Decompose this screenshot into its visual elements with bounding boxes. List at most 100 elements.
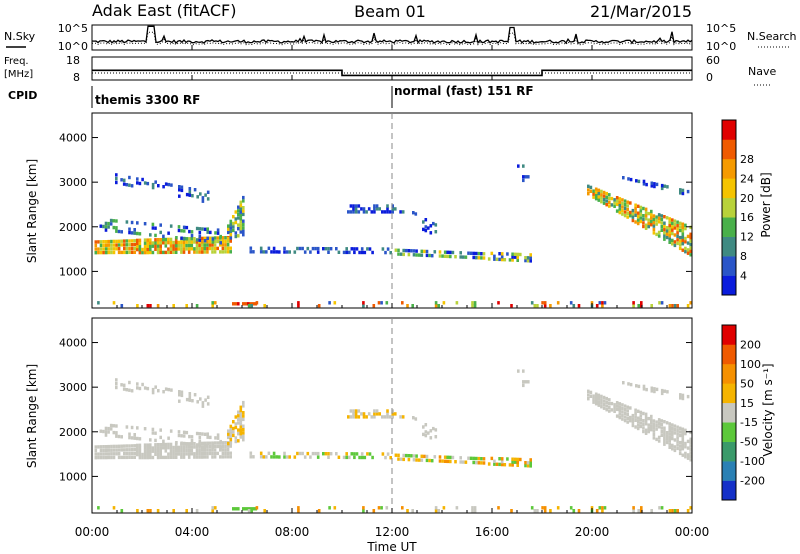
velocity-cell [239,422,243,426]
power-cell [123,250,126,255]
power-cell [467,251,470,255]
velocity-cell [454,460,457,464]
power-cell [621,212,624,216]
velocity-cell [275,455,278,459]
velocity-cell [681,434,685,438]
velocity-cell [190,452,194,456]
velocity-cell [636,409,640,413]
power-cell [684,223,687,227]
velocity-cell [136,509,139,513]
velocity-cell [686,456,690,460]
power-cell [224,250,227,254]
velocity-cell [427,431,430,435]
freq-label-line2: [MHz] [4,69,33,80]
power-cell [386,204,389,208]
power-cell [122,178,126,182]
power-cell [626,215,629,219]
velocity-cell [151,387,155,392]
power-cell [182,229,186,233]
power-cell [154,180,157,184]
velocity-cell [311,451,315,456]
velocity-cell [182,434,186,438]
power-cell [424,225,428,229]
velocity-cell [112,455,116,460]
power-cell [597,191,601,196]
velocity-cell [154,438,157,443]
velocity-cell [288,455,291,459]
velocity-cell [386,409,389,413]
power-cell [203,243,207,247]
velocity-cell [234,436,238,440]
power-cell [471,301,474,305]
power-cell [237,234,240,238]
velocity-ytick-label: 1000 [59,470,87,483]
power-cell [208,246,212,251]
velocity-cell [673,427,677,432]
power-cell [676,224,679,228]
power-cell [255,301,259,305]
velocity-cell [399,415,402,419]
power-cell [200,236,204,241]
power-cell [107,221,110,226]
power-cell [595,304,599,308]
velocity-cell [193,445,196,449]
power-cell [388,210,392,214]
power-cell [522,175,525,179]
power-cell [357,210,361,214]
power-cell [244,302,248,306]
velocity-cell [678,440,682,445]
velocity-cell [229,437,233,442]
power-cell [597,198,601,202]
velocity-cell [668,435,671,439]
velocity-cell [634,425,637,429]
power-cell [372,304,376,308]
velocity-cell [219,448,222,452]
velocity-cell [213,455,217,459]
velocity-cell [471,506,474,510]
velocity-cell [608,409,611,413]
power-cell [367,207,371,211]
velocity-cell [133,451,136,456]
velocity-cell [209,435,212,440]
power-colorbar-tick: 8 [740,250,747,263]
power-cell [600,189,603,194]
power-cell [477,256,481,260]
power-cell [227,236,230,241]
power-cell [159,241,162,245]
power-cell [159,223,162,227]
velocity-cell [172,455,175,459]
power-cell [642,217,645,221]
velocity-cell [167,436,170,440]
power-cell [136,238,139,243]
velocity-cell [500,457,504,461]
power-cell [242,199,245,203]
velocity-cell [676,446,679,451]
velocity-cell [384,455,387,460]
velocity-cell [686,453,690,457]
velocity-cell [136,446,139,451]
velocity-cell [626,420,629,424]
velocity-cell [653,387,656,391]
power-cell [634,210,637,214]
velocity-cell [642,384,646,389]
power-cell [136,181,139,185]
power-cell [151,241,155,245]
velocity-cell [128,388,131,392]
velocity-cell [410,454,413,458]
power-cell [316,246,320,251]
power-cell [679,191,682,195]
velocity-cell [681,396,685,401]
velocity-cell [117,455,121,460]
power-cell [689,225,692,230]
velocity-cell [660,506,664,510]
power-cell [188,187,192,191]
power-cell [104,225,108,229]
velocity-cell [406,509,409,513]
power-cell [133,246,136,251]
power-cell [138,244,142,249]
power-cell [517,164,520,168]
velocity-cell [464,460,468,464]
velocity-cell [477,461,481,465]
power-cell [652,224,656,228]
